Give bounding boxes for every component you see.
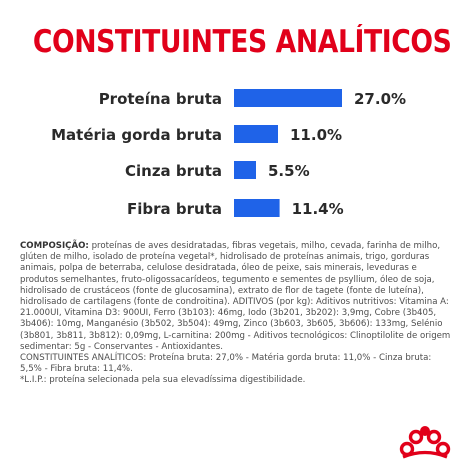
value-label: 11.0% <box>290 126 342 144</box>
composition-label: COMPOSIÇÃO: <box>20 241 89 251</box>
category-label: Matéria gorda bruta <box>51 126 222 144</box>
value-label: 27.0% <box>354 90 406 108</box>
category-label: Proteína bruta <box>99 90 222 108</box>
value-label: 5.5% <box>268 162 310 180</box>
royal-canin-crown-logo <box>399 426 451 459</box>
value-label: 11.4% <box>292 200 344 218</box>
bar <box>234 125 278 143</box>
bar <box>234 89 342 107</box>
category-label: Cinza bruta <box>125 162 222 180</box>
bar <box>234 199 280 217</box>
category-label: Fibra bruta <box>127 200 222 218</box>
bar <box>234 161 256 179</box>
composition-text: COMPOSIÇÃO: proteínas de aves desidratad… <box>20 241 452 387</box>
page-title: CONSTITUINTES ANALÍTICOS <box>32 24 452 60</box>
lip-footnote: *L.I.P.: proteína selecionada pela sua e… <box>20 375 306 386</box>
composition-body: proteínas de aves desidratadas, fibras v… <box>20 241 451 352</box>
analytical-summary: CONSTITUINTES ANALÍTICOS: Proteína bruta… <box>20 353 432 375</box>
nutrient-bar-chart: Proteína bruta 27.0% Matéria gorda bruta 11… <box>51 89 406 218</box>
